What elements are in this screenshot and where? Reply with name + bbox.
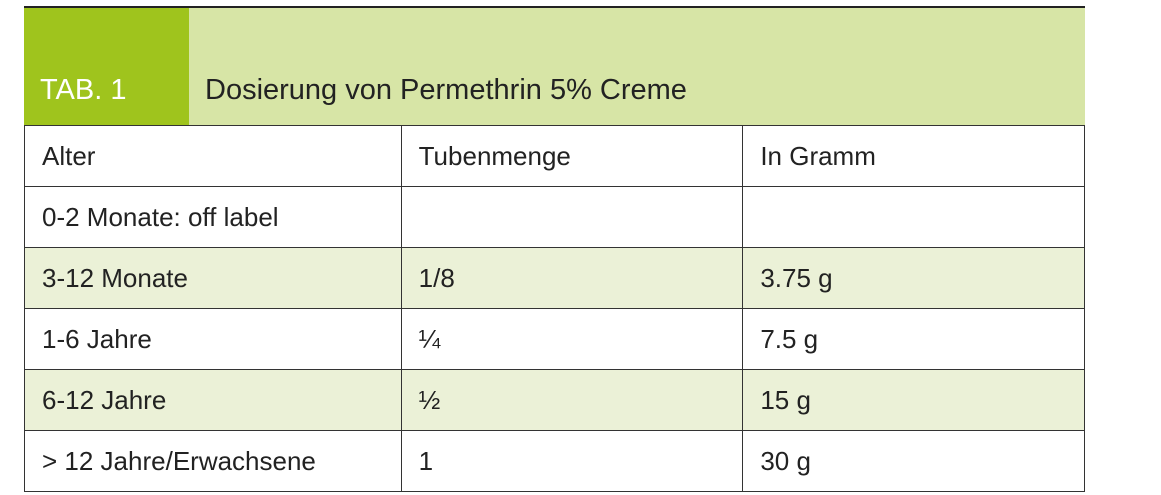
table-cell: 3-12 Monate [25, 248, 402, 308]
table-row: > 12 Jahre/Erwachsene 1 30 g [25, 431, 1085, 492]
table-cell: 1-6 Jahre [25, 309, 402, 369]
table-cell: 0-2 Monate: off label [25, 187, 402, 247]
table-cell: 15 g [743, 370, 1085, 430]
table-cell: 3.75 g [743, 248, 1085, 308]
table-cell: ½ [402, 370, 744, 430]
table-title: Dosierung von Permethrin 5% Creme [205, 74, 687, 106]
table-cell: 30 g [743, 431, 1085, 491]
table-row: Alter Tubenmenge In Gramm [25, 125, 1085, 187]
table-grid: Alter Tubenmenge In Gramm 0-2 Monate: off l… [24, 125, 1085, 492]
table-cell [402, 187, 744, 247]
table-row: 1-6 Jahre ¼ 7.5 g [25, 309, 1085, 370]
table-cell: Tubenmenge [402, 126, 744, 186]
table-cell: In Gramm [743, 126, 1085, 186]
table-header: TAB. 1 Dosierung von Permethrin 5% Creme [24, 6, 1085, 125]
table-cell [743, 187, 1085, 247]
table-cell: > 12 Jahre/Erwachsene [25, 431, 402, 491]
table-row: 3-12 Monate 1/8 3.75 g [25, 248, 1085, 309]
table-card: TAB. 1 Dosierung von Permethrin 5% Creme… [24, 6, 1085, 492]
table-row: 6-12 Jahre ½ 15 g [25, 370, 1085, 431]
tab-badge: TAB. 1 [24, 8, 189, 125]
table-cell: Alter [25, 126, 402, 186]
table-cell: 1/8 [402, 248, 744, 308]
table-cell: ¼ [402, 309, 744, 369]
table-cell: 6-12 Jahre [25, 370, 402, 430]
table-cell: 7.5 g [743, 309, 1085, 369]
table-row: 0-2 Monate: off label [25, 187, 1085, 248]
table-cell: 1 [402, 431, 744, 491]
tab-label: TAB. 1 [40, 74, 127, 106]
